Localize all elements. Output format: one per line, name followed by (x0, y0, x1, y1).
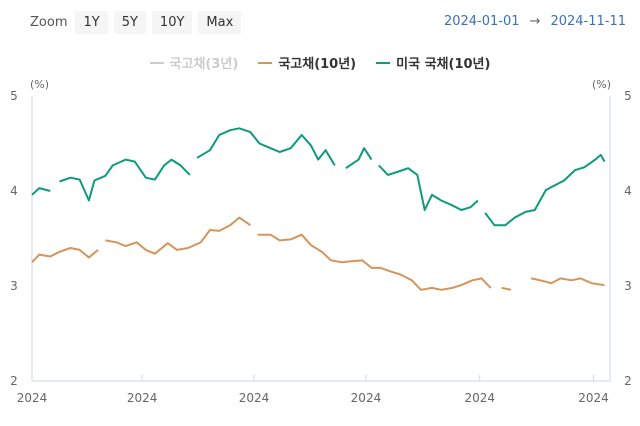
zoom-max-button[interactable]: Max (198, 11, 242, 34)
x-tick-label: 2024 (351, 391, 382, 405)
legend-item-kr-3y[interactable]: 국고채(3년) (149, 53, 239, 72)
y-tick-label-left: 5 (10, 89, 18, 103)
zoom-toolbar: Zoom 1Y 5Y 10Y Max (30, 11, 247, 34)
series-line-2 (31, 127, 606, 227)
y-tick-label-left: 3 (10, 279, 18, 293)
zoom-label: Zoom (30, 15, 68, 30)
range-arrow: → (529, 14, 541, 29)
legend-item-kr-10y[interactable]: 국고채(10년) (258, 53, 356, 72)
y-tick-label-left: 4 (10, 184, 18, 198)
x-tick-label: 2024 (17, 391, 48, 405)
x-tick-label: 2024 (127, 391, 158, 405)
zoom-10y-button[interactable]: 10Y (151, 11, 193, 34)
range-to-input[interactable]: 2024-11-11 (550, 14, 626, 29)
legend-swatch (376, 61, 391, 64)
legend-label: 국고채(10년) (278, 57, 357, 72)
x-tick-label: 2024 (464, 391, 495, 405)
zoom-1y-button[interactable]: 1Y (75, 11, 108, 34)
y-unit-left: (%) (30, 78, 49, 91)
legend-swatch (258, 61, 273, 64)
plot-frame (31, 96, 611, 382)
y-tick-label-right: 3 (624, 279, 632, 293)
y-tick-label-right: 2 (624, 374, 632, 388)
zoom-5y-button[interactable]: 5Y (113, 11, 146, 34)
y-tick-label-right: 4 (624, 184, 632, 198)
y-unit-right: (%) (592, 78, 611, 91)
legend: 국고채(3년) 국고채(10년) 미국 국채(10년) (0, 53, 640, 72)
x-tick-label: 2024 (239, 391, 270, 405)
x-tick-label: 2024 (578, 391, 609, 405)
legend-label: 국고채(3년) (169, 57, 239, 72)
legend-swatch (149, 61, 164, 64)
legend-item-us-10y[interactable]: 미국 국채(10년) (376, 53, 490, 72)
range-from-input[interactable]: 2024-01-01 (443, 14, 520, 29)
y-tick-label-left: 2 (10, 374, 18, 388)
y-tick-label-right: 5 (624, 89, 632, 103)
legend-label: 미국 국채(10년) (396, 57, 491, 72)
series-line-1 (31, 216, 605, 291)
date-range: 2024-01-01 → 2024-11-11 (444, 14, 626, 29)
